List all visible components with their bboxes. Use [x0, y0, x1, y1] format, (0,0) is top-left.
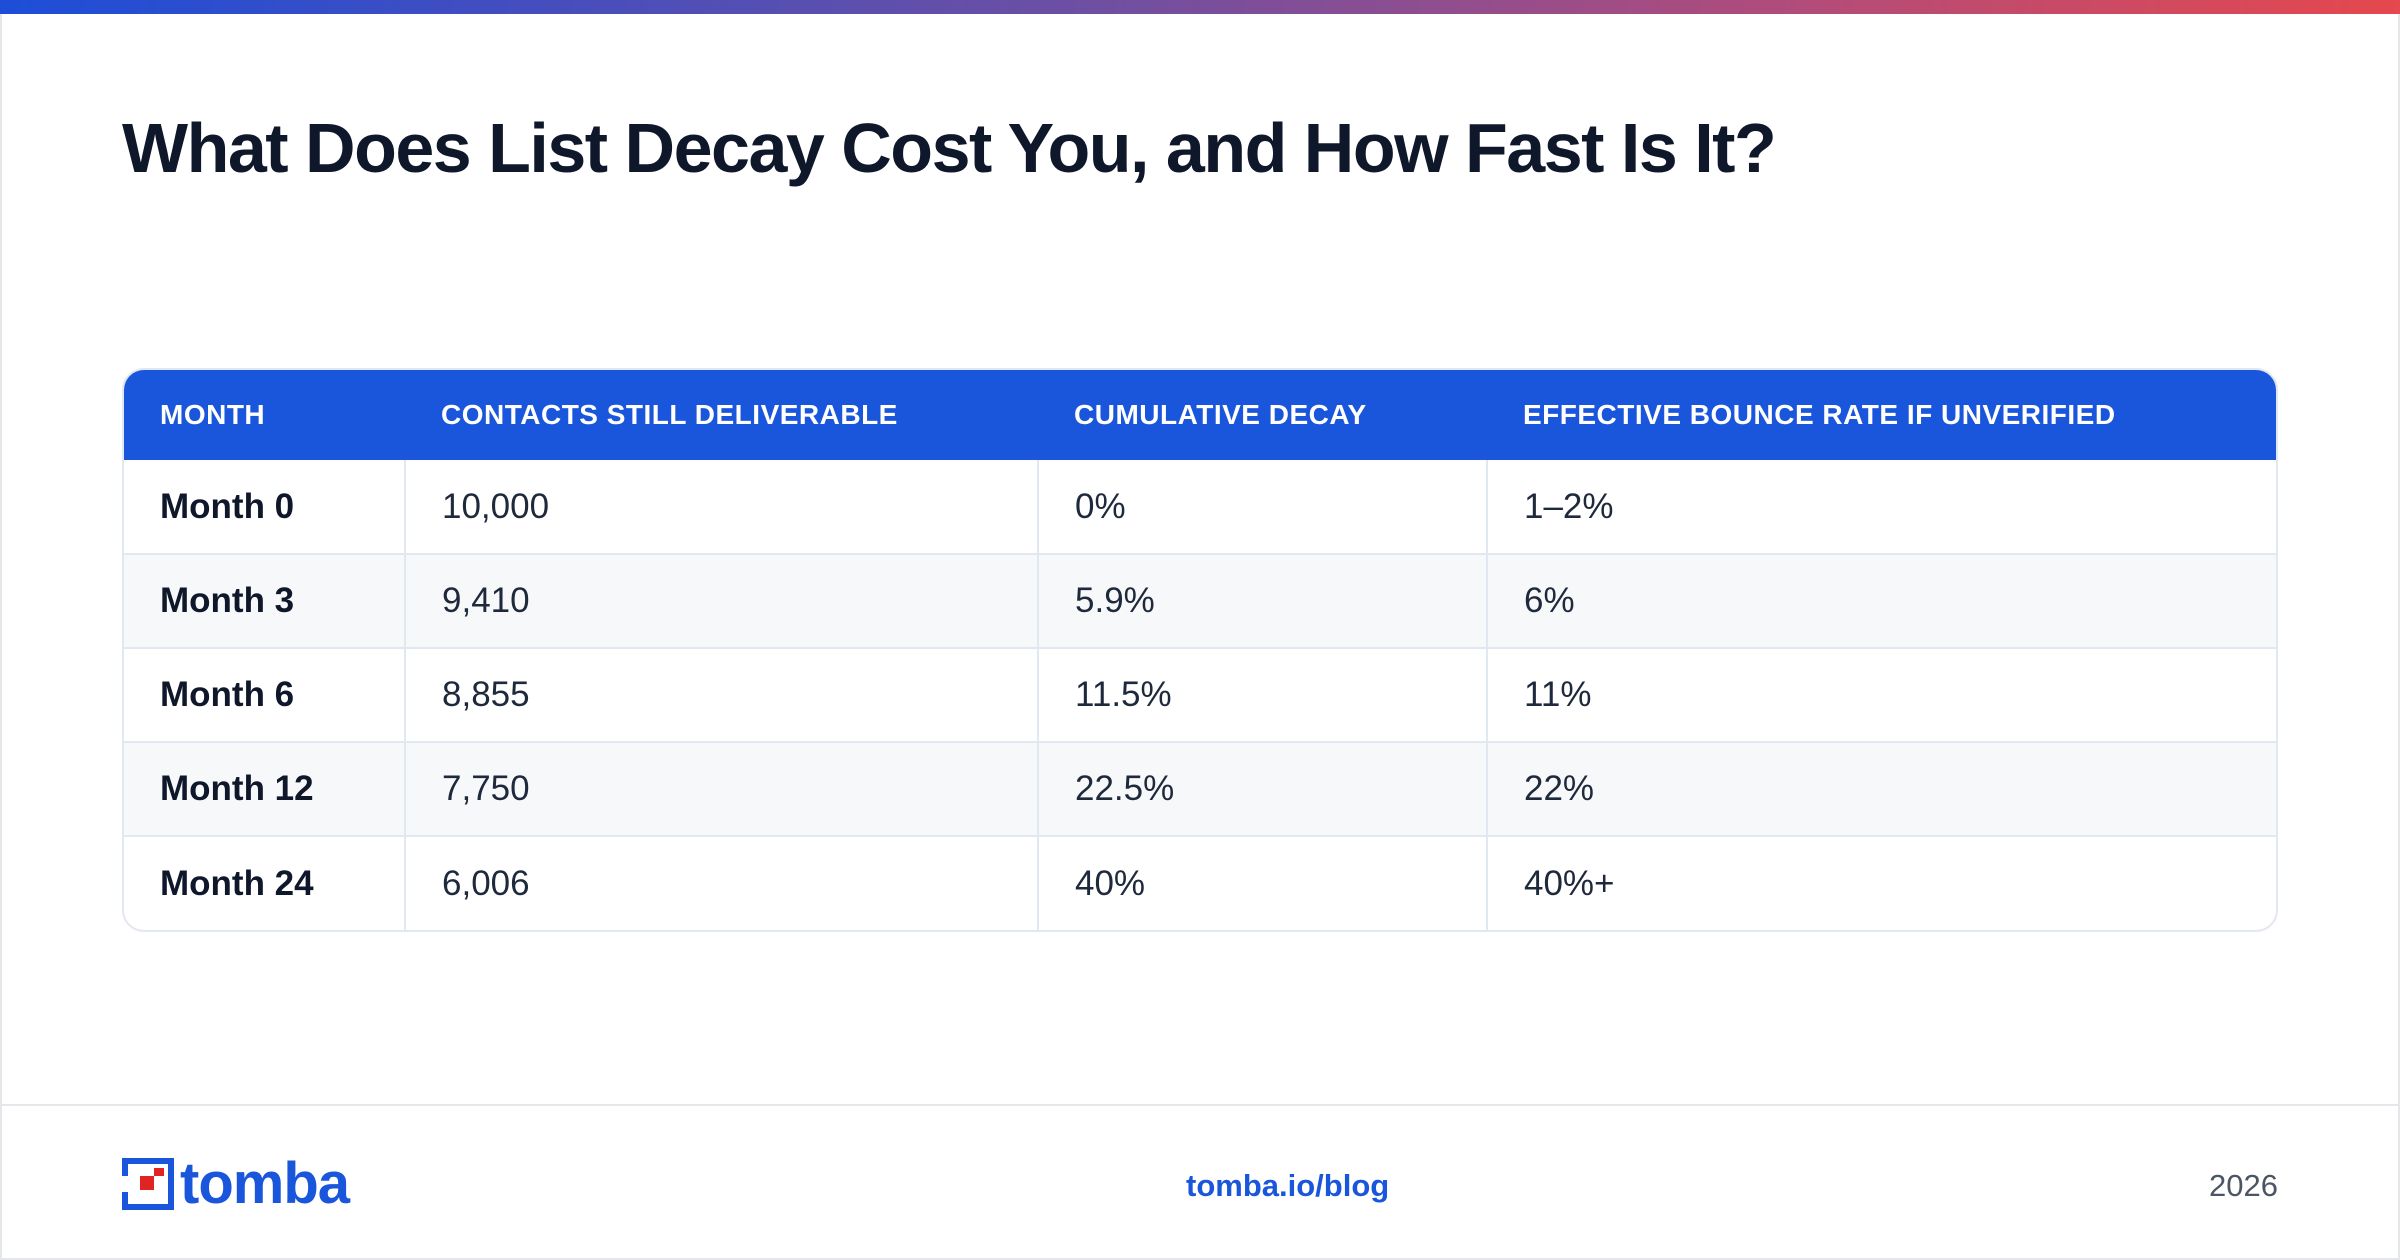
column-header-contacts: CONTACTS STILL DELIVERABLE	[441, 399, 898, 430]
table-row: Month 6 8,855 11.5% 11%	[124, 648, 2276, 742]
cell-bounce-rate: 6%	[1486, 554, 2276, 648]
cell-decay: 5.9%	[1037, 554, 1487, 648]
cell-contacts: 8,855	[404, 648, 1038, 742]
cell-bounce-rate: 11%	[1486, 648, 2276, 742]
cell-month: Month 0	[160, 486, 295, 526]
table-header-row: MONTH CONTACTS STILL DELIVERABLE CUMULAT…	[124, 370, 2276, 460]
top-gradient-bar	[0, 0, 2400, 14]
tomba-logo-icon	[122, 1158, 174, 1210]
cell-month: Month 24	[160, 863, 314, 903]
table-row: Month 0 10,000 0% 1–2%	[124, 460, 2276, 554]
cell-decay: 0%	[1037, 460, 1487, 554]
column-header-bounce-rate: EFFECTIVE BOUNCE RATE IF UNVERIFIED	[1523, 399, 2116, 430]
table-row: Month 24 6,006 40% 40%+	[124, 836, 2276, 930]
cell-contacts: 6,006	[404, 836, 1038, 930]
column-header-month: MONTH	[160, 399, 266, 430]
cell-month: Month 3	[160, 581, 295, 620]
blog-link[interactable]: tomba.io/blog	[1186, 1168, 1390, 1203]
cell-bounce-rate: 1–2%	[1486, 460, 2276, 554]
tomba-logo[interactable]: tomba	[122, 1151, 350, 1216]
column-header-decay: CUMULATIVE DECAY	[1074, 399, 1367, 430]
cell-bounce-rate: 40%+	[1486, 836, 2276, 930]
footer: tomba tomba.io/blog 2026	[0, 1104, 2400, 1260]
cell-decay: 22.5%	[1037, 742, 1487, 836]
cell-contacts: 7,750	[404, 742, 1038, 836]
cell-decay: 40%	[1037, 836, 1487, 930]
cell-contacts: 10,000	[404, 460, 1038, 554]
logo-wordmark: tomba	[180, 1151, 350, 1216]
footer-year: 2026	[2209, 1168, 2278, 1203]
cell-month: Month 6	[160, 675, 295, 714]
cell-bounce-rate: 22%	[1486, 742, 2276, 836]
table-row: Month 12 7,750 22.5% 22%	[124, 742, 2276, 836]
cell-decay: 11.5%	[1037, 648, 1487, 742]
cell-month: Month 12	[160, 769, 314, 808]
page-title: What Does List Decay Cost You, and How F…	[122, 109, 1777, 187]
table-row: Month 3 9,410 5.9% 6%	[124, 554, 2276, 648]
cell-contacts: 9,410	[404, 554, 1038, 648]
decay-table: MONTH CONTACTS STILL DELIVERABLE CUMULAT…	[122, 368, 2278, 932]
